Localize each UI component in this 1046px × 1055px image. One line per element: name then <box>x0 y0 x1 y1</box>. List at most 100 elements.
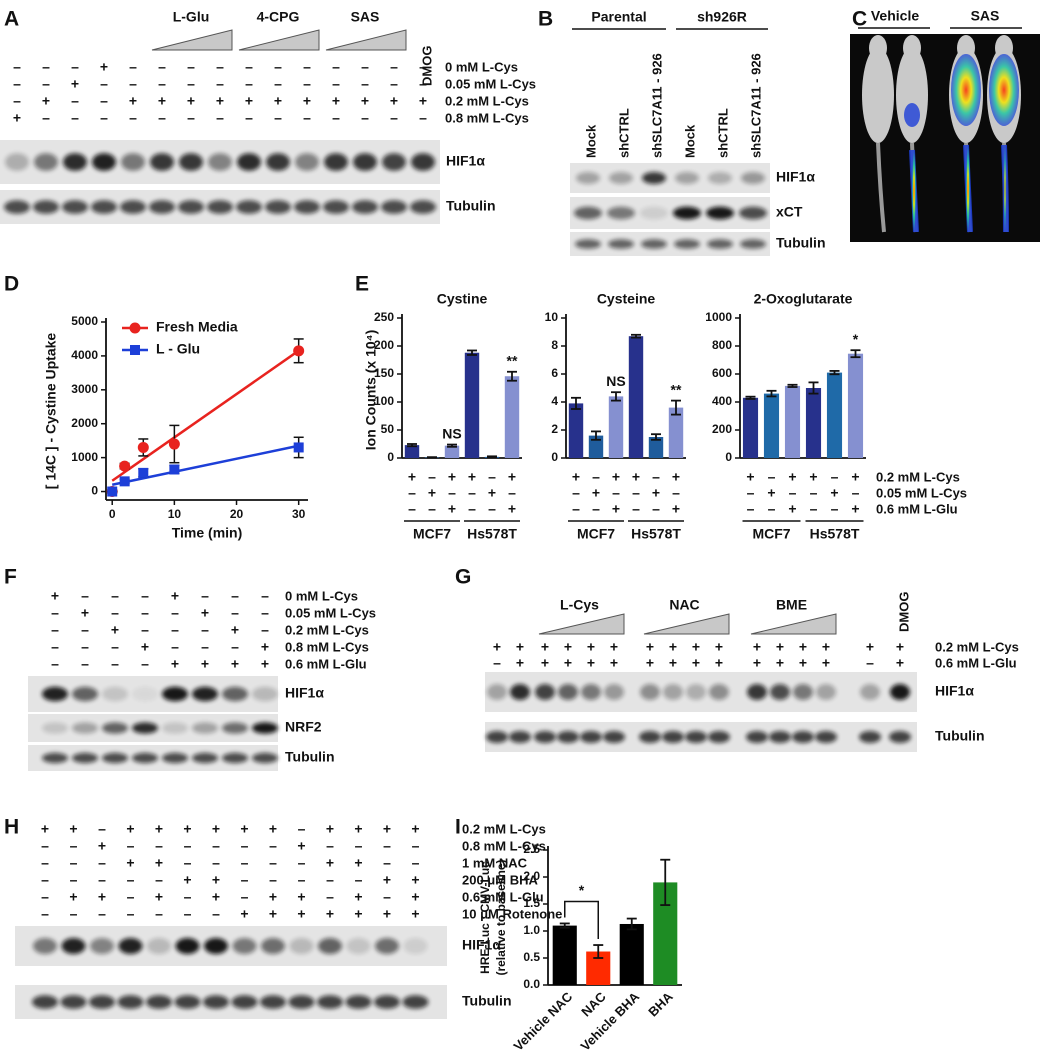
sign: + <box>100 59 108 75</box>
band <box>353 153 377 171</box>
sign: – <box>171 605 179 621</box>
sign: – <box>212 906 220 922</box>
band <box>609 172 633 184</box>
band <box>816 684 836 700</box>
sign: + <box>303 93 311 109</box>
error-bar <box>447 443 457 448</box>
blot-label: Tubulin <box>776 235 826 251</box>
sign: – <box>231 588 239 604</box>
x-tick-label: 30 <box>292 507 306 521</box>
sign: – <box>70 838 78 854</box>
sign: + <box>332 93 340 109</box>
band <box>92 153 116 171</box>
sign: – <box>831 501 839 517</box>
sign: – <box>171 639 179 655</box>
band <box>709 684 729 700</box>
sign: + <box>41 821 49 837</box>
sign: + <box>354 906 362 922</box>
sign: – <box>41 889 49 905</box>
sign: – <box>747 501 755 517</box>
band <box>208 153 232 171</box>
group-label: 4-CPG <box>257 9 300 25</box>
sign: – <box>70 906 78 922</box>
condition-label: 0.05 mM L-Cys <box>285 605 376 620</box>
condition-label: 200 μM BHA <box>462 872 538 887</box>
band <box>265 200 291 214</box>
sign: + <box>632 469 640 485</box>
sign: + <box>183 872 191 888</box>
sign: + <box>269 906 277 922</box>
sign: + <box>326 821 334 837</box>
sign: – <box>672 485 680 501</box>
blot <box>485 672 917 712</box>
sign: + <box>171 588 179 604</box>
blot-label: NRF2 <box>285 719 322 735</box>
sign: + <box>488 485 496 501</box>
sign: + <box>830 485 838 501</box>
bar <box>763 393 780 458</box>
sign: – <box>201 588 209 604</box>
blot <box>28 714 278 742</box>
sign: – <box>141 605 149 621</box>
sign: – <box>212 838 220 854</box>
error-bar <box>787 383 798 388</box>
sign: + <box>297 906 305 922</box>
band <box>33 200 59 214</box>
band <box>675 172 699 184</box>
band <box>222 752 248 764</box>
band <box>662 731 684 743</box>
sign: – <box>572 485 580 501</box>
blot-label: HIF1α <box>776 169 815 185</box>
group-label: NAC <box>669 597 699 613</box>
sign: – <box>412 855 420 871</box>
sign: – <box>269 838 277 854</box>
panel-letter: I <box>455 816 461 839</box>
lane-label: Mock <box>682 124 697 158</box>
x-tick-label: BHA <box>645 989 676 1020</box>
blot <box>0 190 440 224</box>
sign: – <box>355 872 363 888</box>
band <box>261 938 285 954</box>
band <box>289 938 314 954</box>
error-bar <box>591 430 601 441</box>
sign: + <box>610 639 618 655</box>
group-label: sh926R <box>697 9 747 25</box>
y-tick-label: 0 <box>91 484 98 498</box>
band <box>770 684 790 700</box>
lane-label: Mock <box>583 124 598 158</box>
error-bar <box>427 456 437 459</box>
sign: – <box>201 622 209 638</box>
sign: – <box>326 889 334 905</box>
error-bar <box>571 396 581 410</box>
sign: – <box>129 59 137 75</box>
y-tick-label: 1.0 <box>523 923 540 937</box>
band <box>535 684 555 700</box>
y-tick-label: 2 <box>551 422 558 436</box>
sign: + <box>419 93 427 109</box>
sign: + <box>587 639 595 655</box>
band <box>510 684 530 700</box>
band <box>739 206 767 220</box>
sign: – <box>632 485 640 501</box>
band <box>557 731 579 743</box>
band <box>5 153 29 171</box>
band <box>102 686 128 702</box>
band <box>487 684 507 700</box>
sign: – <box>326 838 334 854</box>
band <box>403 938 428 954</box>
y-tick-label: 800 <box>712 338 732 352</box>
group-label: Hs578T <box>631 526 681 542</box>
band <box>708 172 732 184</box>
y-axis-label: (relative to baseline) <box>494 859 508 975</box>
sign: + <box>799 655 807 671</box>
y-tick-label: 10 <box>545 310 559 324</box>
sign: – <box>187 110 195 126</box>
y-tick-label: 1000 <box>71 450 98 464</box>
significance: NS <box>606 373 625 389</box>
band <box>63 153 87 171</box>
sign: – <box>42 76 50 92</box>
bar <box>742 397 759 458</box>
bar <box>444 445 460 458</box>
y-tick-label: 50 <box>381 422 395 436</box>
sign: + <box>669 655 677 671</box>
